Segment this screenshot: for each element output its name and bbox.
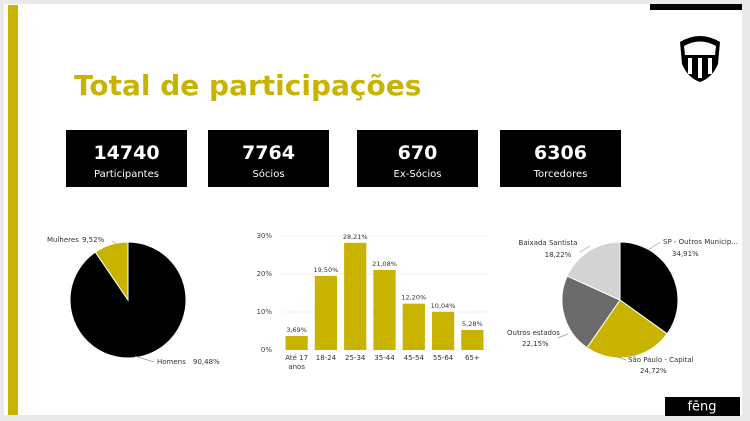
x-tick-label: 45-54 xyxy=(403,354,424,362)
bar xyxy=(402,303,425,350)
kpi-card: 6306 Torcedores xyxy=(500,130,621,187)
x-tick-label: 35-44 xyxy=(374,354,395,362)
kpi-label: Participantes xyxy=(94,169,159,180)
leader-line xyxy=(647,241,661,251)
slice-label: São Paulo - Capital xyxy=(628,356,694,364)
x-tick-label-box: 65+ xyxy=(464,354,480,362)
kpi-value: 6306 xyxy=(534,142,587,164)
leader-line xyxy=(579,245,591,253)
slice-label: SP - Outros Municip... xyxy=(663,238,738,246)
bar-value-label: 3,69% xyxy=(286,326,307,334)
slice-value-label: 22,15% xyxy=(522,340,549,348)
club-logo xyxy=(680,36,720,82)
bar-value-label: 5,28% xyxy=(462,320,483,328)
leader-line xyxy=(557,333,569,339)
x-tick-label: 18-24 xyxy=(315,354,337,362)
x-tick-label: 65+ xyxy=(464,354,480,362)
bar xyxy=(285,335,308,350)
slice-value-label: 34,91% xyxy=(672,250,699,258)
leader-line xyxy=(614,355,627,361)
pie-slice xyxy=(94,241,129,302)
top-bar xyxy=(650,4,742,10)
x-tick-label: 55-64 xyxy=(432,354,454,362)
x-tick-label: Até 17 anos xyxy=(285,354,309,371)
y-tick-label: 30% xyxy=(256,232,272,240)
bar xyxy=(431,311,455,350)
bar xyxy=(461,329,484,350)
slice-value-label: 18,22% xyxy=(545,251,572,259)
x-tick-label-box: 18-24 xyxy=(315,354,337,362)
y-tick-label: 0% xyxy=(261,346,272,354)
bar xyxy=(314,275,338,350)
kpi-value: 670 xyxy=(397,142,438,164)
y-tick-label: 10% xyxy=(256,308,272,316)
slice-label: Mulheres xyxy=(47,236,79,244)
pie-slice xyxy=(566,241,621,301)
x-tick-label-box: Até 17 anos xyxy=(285,354,309,371)
x-tick-label-box: 35-44 xyxy=(374,354,395,362)
pie-slice xyxy=(619,241,679,335)
pie-slice xyxy=(586,299,668,359)
bar-value-label: 21,08% xyxy=(372,260,397,268)
bar xyxy=(344,242,367,350)
kpi-label: Torcedores xyxy=(533,169,588,180)
bar-value-label: 12,20% xyxy=(401,294,426,302)
slice-label: Homens xyxy=(157,358,186,366)
kpi-value: 14740 xyxy=(93,142,160,164)
kpi-card: 14740 Participantes xyxy=(66,130,187,187)
kpi-value: 7764 xyxy=(242,142,295,164)
bar-value-label: 19,50% xyxy=(314,266,339,274)
bar xyxy=(373,269,396,350)
brand: fēng xyxy=(687,400,716,415)
y-tick-label: 20% xyxy=(256,270,272,278)
slice-value-label: 24,72% xyxy=(640,367,667,375)
slice-label: Outros estados xyxy=(507,329,560,337)
kpi-label: Ex-Sócios xyxy=(393,169,442,180)
slice-value-label: 9,52% xyxy=(82,236,105,244)
x-tick-label-box: 55-64 xyxy=(432,354,454,362)
slice-value-label: 90,48% xyxy=(193,358,220,366)
leader-line xyxy=(134,355,155,363)
slice-label: Baixada Santista xyxy=(519,239,578,247)
accent-bar xyxy=(8,5,18,415)
x-tick-label-box: 45-54 xyxy=(403,354,424,362)
kpi-label: Sócios xyxy=(252,169,285,180)
kpi-card: 7764 Sócios xyxy=(208,130,329,187)
x-tick-label: 25-34 xyxy=(345,354,366,362)
kpi-card: 670 Ex-Sócios xyxy=(357,130,478,187)
bar-value-label: 28,21% xyxy=(343,233,368,241)
x-tick-label-box: 25-34 xyxy=(345,354,366,362)
leader-line xyxy=(111,240,121,247)
bar-value-label: 10,04% xyxy=(431,302,456,310)
title: Total de participações xyxy=(74,69,421,102)
brand-box xyxy=(665,397,740,416)
